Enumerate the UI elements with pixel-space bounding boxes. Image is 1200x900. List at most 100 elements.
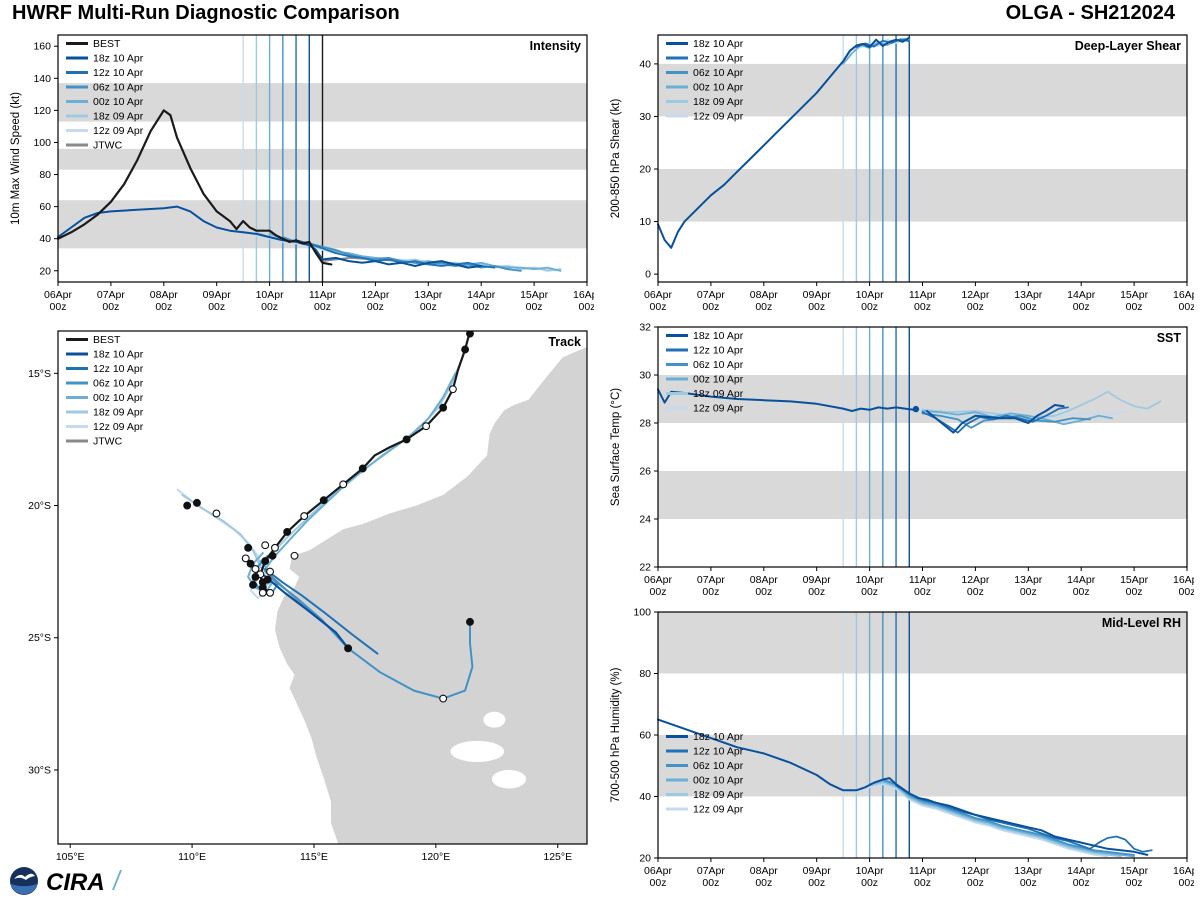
svg-text:14Apr: 14Apr bbox=[1067, 574, 1096, 586]
svg-text:32: 32 bbox=[639, 322, 651, 334]
svg-text:00z: 00z bbox=[967, 301, 984, 313]
svg-text:12z 10 Apr: 12z 10 Apr bbox=[693, 53, 744, 65]
svg-text:30°S: 30°S bbox=[28, 764, 51, 776]
svg-text:00z: 00z bbox=[1179, 301, 1194, 313]
svg-text:12z 09 Apr: 12z 09 Apr bbox=[93, 125, 144, 137]
svg-text:20°S: 20°S bbox=[28, 500, 51, 512]
svg-text:15Apr: 15Apr bbox=[1120, 289, 1149, 301]
svg-text:11Apr: 11Apr bbox=[309, 289, 337, 301]
svg-text:60: 60 bbox=[39, 201, 51, 213]
svg-text:14Apr: 14Apr bbox=[1067, 289, 1096, 301]
svg-text:200-850 hPa Shear (kt): 200-850 hPa Shear (kt) bbox=[610, 99, 622, 219]
svg-text:15Apr: 15Apr bbox=[1120, 865, 1149, 877]
svg-text:14Apr: 14Apr bbox=[467, 289, 496, 301]
svg-text:09Apr: 09Apr bbox=[803, 865, 832, 877]
track-map: 105°E 110°E 115°E 120°E 125°E 15°S 20°S 25°S 30°… bbox=[6, 324, 594, 874]
svg-text:BEST: BEST bbox=[93, 38, 121, 50]
svg-text:15°S: 15°S bbox=[28, 368, 51, 380]
svg-text:00z: 00z bbox=[702, 877, 719, 889]
svg-text:07Apr: 07Apr bbox=[97, 289, 126, 301]
svg-text:00z: 00z bbox=[261, 301, 278, 313]
svg-text:00z: 00z bbox=[1179, 877, 1194, 889]
svg-text:08Apr: 08Apr bbox=[750, 865, 779, 877]
svg-text:25°S: 25°S bbox=[28, 632, 51, 644]
svg-text:18z 10 Apr: 18z 10 Apr bbox=[693, 731, 744, 743]
svg-text:60: 60 bbox=[639, 730, 651, 742]
svg-text:06Apr: 06Apr bbox=[644, 865, 673, 877]
svg-text:08Apr: 08Apr bbox=[150, 289, 179, 301]
svg-text:18z 10 Apr: 18z 10 Apr bbox=[93, 349, 144, 361]
svg-text:00z: 00z bbox=[808, 877, 825, 889]
svg-text:12Apr: 12Apr bbox=[361, 289, 390, 301]
svg-text:09Apr: 09Apr bbox=[803, 289, 832, 301]
svg-text:06z 10 Apr: 06z 10 Apr bbox=[693, 67, 744, 79]
svg-text:30: 30 bbox=[639, 111, 651, 123]
svg-text:12Apr: 12Apr bbox=[961, 289, 990, 301]
svg-text:15Apr: 15Apr bbox=[520, 289, 549, 301]
svg-text:11Apr: 11Apr bbox=[909, 289, 937, 301]
svg-text:12z 09 Apr: 12z 09 Apr bbox=[93, 421, 144, 433]
svg-text:06z 10 Apr: 06z 10 Apr bbox=[693, 359, 744, 371]
svg-text:00z: 00z bbox=[50, 301, 67, 313]
svg-text:10Apr: 10Apr bbox=[856, 865, 885, 877]
svg-text:SST: SST bbox=[1157, 331, 1182, 345]
svg-text:00z: 00z bbox=[1020, 301, 1037, 313]
svg-text:00z: 00z bbox=[1020, 586, 1037, 598]
svg-text:14Apr: 14Apr bbox=[1067, 865, 1096, 877]
svg-text:12Apr: 12Apr bbox=[961, 574, 990, 586]
svg-text:JTWC: JTWC bbox=[93, 436, 123, 448]
svg-text:12z 09 Apr: 12z 09 Apr bbox=[693, 804, 744, 816]
svg-text:16Apr: 16Apr bbox=[1173, 289, 1194, 301]
intensity-chart: 20 40 60 80 100 120 140 160 06Apr 00z 07Apr 00z 08Ap… bbox=[6, 28, 594, 322]
svg-text:120°E: 120°E bbox=[421, 851, 450, 863]
svg-text:00z: 00z bbox=[1126, 586, 1143, 598]
svg-text:Mid-Level RH: Mid-Level RH bbox=[1102, 616, 1181, 630]
svg-text:100: 100 bbox=[633, 607, 651, 619]
svg-text:15Apr: 15Apr bbox=[1120, 574, 1149, 586]
svg-text:00z: 00z bbox=[861, 877, 878, 889]
svg-text:00z: 00z bbox=[914, 877, 931, 889]
svg-text:16Apr: 16Apr bbox=[573, 289, 594, 301]
shear-chart: 0 10 20 30 40 06Apr 00z 07Apr 00z 08Apr 00z 09Apr 00… bbox=[606, 28, 1194, 322]
footer-logos: CIRA bbox=[8, 864, 188, 898]
svg-text:10Apr: 10Apr bbox=[856, 289, 885, 301]
svg-text:115°E: 115°E bbox=[300, 851, 328, 863]
svg-text:28: 28 bbox=[639, 418, 651, 430]
svg-text:110°E: 110°E bbox=[178, 851, 206, 863]
svg-text:12z 10 Apr: 12z 10 Apr bbox=[693, 746, 744, 758]
svg-text:00z: 00z bbox=[914, 301, 931, 313]
svg-text:16Apr: 16Apr bbox=[1173, 574, 1194, 586]
svg-text:140: 140 bbox=[33, 73, 51, 85]
svg-text:00z: 00z bbox=[208, 301, 225, 313]
svg-text:16Apr: 16Apr bbox=[1173, 865, 1194, 877]
svg-text:07Apr: 07Apr bbox=[697, 574, 726, 586]
svg-text:12Apr: 12Apr bbox=[961, 865, 990, 877]
svg-text:00z: 00z bbox=[1073, 877, 1090, 889]
cira-logo: CIRA bbox=[46, 869, 122, 896]
svg-text:18z 09 Apr: 18z 09 Apr bbox=[693, 789, 744, 801]
svg-text:00z: 00z bbox=[808, 586, 825, 598]
svg-text:0: 0 bbox=[645, 269, 651, 281]
svg-text:00z: 00z bbox=[650, 301, 667, 313]
svg-text:105°E: 105°E bbox=[56, 851, 85, 863]
svg-text:40: 40 bbox=[639, 791, 651, 803]
svg-text:00z 10 Apr: 00z 10 Apr bbox=[693, 775, 744, 787]
svg-text:00z: 00z bbox=[914, 586, 931, 598]
svg-text:CIRA: CIRA bbox=[46, 869, 105, 896]
svg-text:06Apr: 06Apr bbox=[644, 574, 673, 586]
svg-text:Intensity: Intensity bbox=[530, 39, 581, 53]
svg-text:00z: 00z bbox=[473, 301, 490, 313]
svg-text:00z: 00z bbox=[155, 301, 172, 313]
svg-text:20: 20 bbox=[639, 853, 651, 865]
svg-text:00z: 00z bbox=[650, 586, 667, 598]
svg-text:00z: 00z bbox=[1126, 301, 1143, 313]
svg-text:11Apr: 11Apr bbox=[909, 574, 937, 586]
svg-text:BEST: BEST bbox=[93, 334, 121, 346]
svg-text:00z: 00z bbox=[1126, 877, 1143, 889]
svg-text:00z: 00z bbox=[755, 301, 772, 313]
svg-text:00z: 00z bbox=[1020, 877, 1037, 889]
svg-text:00z: 00z bbox=[1179, 586, 1194, 598]
svg-text:13Apr: 13Apr bbox=[1014, 289, 1043, 301]
svg-text:06z 10 Apr: 06z 10 Apr bbox=[93, 378, 144, 390]
